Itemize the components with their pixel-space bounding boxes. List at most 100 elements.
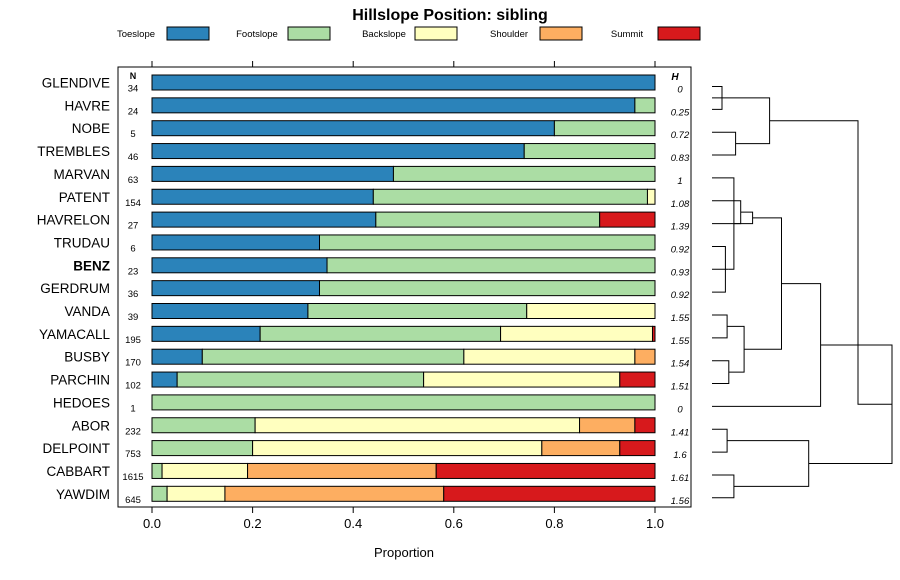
- bar-segment-footslope: [151, 462, 163, 479]
- row-n-value: 46: [128, 152, 139, 163]
- bar-segment-backslope: [463, 348, 636, 365]
- bar-segment-toeslope: [151, 348, 203, 365]
- bar-segment-summit: [634, 417, 656, 434]
- row-label: YAWDIM: [56, 487, 110, 502]
- bar-segment-summit: [619, 440, 656, 457]
- bar-segment-toeslope: [151, 74, 656, 91]
- bar-segment-backslope: [423, 371, 621, 388]
- row-n-value: 753: [125, 449, 141, 460]
- row-label: CABBART: [46, 464, 110, 479]
- bar-segment-footslope: [151, 485, 168, 502]
- row-h-value: 1.51: [671, 382, 690, 393]
- row-label: VANDA: [64, 304, 110, 319]
- bar-segment-footslope: [176, 371, 425, 388]
- row-label: BUSBY: [64, 350, 110, 365]
- bar-segment-summit: [619, 371, 656, 388]
- legend-swatch-toeslope: [166, 26, 210, 41]
- row-h-value: 1.08: [671, 199, 690, 210]
- row-label: MARVAN: [53, 167, 110, 182]
- bar-segment-footslope: [392, 165, 656, 182]
- dendrogram-link: [712, 211, 754, 225]
- dendrogram-link: [712, 200, 742, 225]
- legend-label-summit: Summit: [611, 29, 644, 40]
- row-label: GLENDIVE: [42, 76, 110, 91]
- row-h-value: 0.25: [671, 107, 690, 118]
- row-n-value: 39: [128, 312, 139, 323]
- x-tick-label: 0.4: [344, 516, 362, 531]
- bar-segment-footslope: [151, 417, 256, 434]
- row-h-value: 1: [677, 176, 682, 187]
- row-h-value: 1.6: [673, 450, 687, 461]
- bar-segment-footslope: [375, 211, 601, 228]
- dendrogram-link: [712, 474, 735, 499]
- bar-segment-backslope: [526, 303, 656, 319]
- dendrogram-link: [712, 97, 771, 145]
- bar-segment-footslope: [307, 303, 528, 319]
- bar-segment-backslope: [500, 325, 653, 342]
- dendrogram-link: [712, 360, 730, 385]
- legend-swatch-footslope: [287, 26, 331, 41]
- x-tick-label: 0.2: [244, 516, 262, 531]
- legend-swatch-shoulder: [539, 26, 583, 41]
- bar-segment-toeslope: [151, 211, 377, 228]
- dendrogram-link: [727, 325, 745, 373]
- row-h-value: 1.55: [671, 313, 690, 324]
- row-n-value: 195: [125, 335, 141, 346]
- bar-segment-footslope: [372, 188, 648, 205]
- bar-segment-backslope: [166, 485, 226, 502]
- bar-segment-toeslope: [151, 120, 555, 137]
- bar-segment-backslope: [646, 188, 656, 205]
- bar-segment-backslope: [252, 440, 543, 457]
- row-h-value: 0: [677, 404, 683, 415]
- row-label: HAVRELON: [37, 213, 110, 228]
- chart-title: Hillslope Position: sibling: [352, 7, 548, 24]
- bar-segment-toeslope: [151, 234, 320, 251]
- legend-swatch-summit: [657, 26, 701, 41]
- row-label: PARCHIN: [50, 373, 110, 388]
- bar-segment-footslope: [318, 280, 656, 297]
- bar-segment-toeslope: [151, 303, 309, 319]
- bar-segment-summit: [443, 485, 656, 502]
- bar-segment-backslope: [161, 462, 249, 479]
- bar-segment-toeslope: [151, 143, 525, 160]
- row-n-value: 27: [128, 221, 139, 232]
- bar-segment-footslope: [318, 234, 656, 251]
- row-h-value: 1.56: [671, 496, 690, 507]
- dendrogram: [712, 86, 893, 499]
- bar-segment-footslope: [523, 143, 656, 160]
- legend-label-shoulder: Shoulder: [490, 29, 528, 40]
- dendrogram-link: [712, 131, 737, 156]
- row-label: GERDRUM: [40, 281, 110, 296]
- row-h-value: 0.83: [671, 153, 690, 164]
- bar-segment-toeslope: [151, 257, 328, 274]
- row-label: YAMACALL: [39, 327, 111, 342]
- row-h-value: 1.41: [671, 427, 690, 438]
- bar-segment-toeslope: [151, 371, 178, 388]
- legend-label-backslope: Backslope: [362, 29, 406, 40]
- row-n-value: 1615: [122, 472, 143, 483]
- row-n-value: 23: [128, 266, 139, 277]
- row-label: TREMBLES: [37, 144, 110, 159]
- legend: Toeslope Footslope Backslope Shoulder Summit: [117, 26, 701, 41]
- bar-segment-shoulder: [579, 417, 636, 434]
- bar-segment-summit: [599, 211, 656, 228]
- dendrogram-link: [744, 217, 782, 350]
- legend-label-footslope: Footslope: [236, 29, 278, 40]
- top-axis-ticks: [151, 61, 656, 67]
- dendrogram-link: [712, 283, 822, 407]
- row-label: BENZ: [73, 258, 110, 273]
- bar-segment-toeslope: [151, 325, 261, 342]
- row-n-value: 154: [125, 198, 141, 209]
- x-tick-label: 1.0: [646, 516, 664, 531]
- dendrogram-link: [712, 314, 728, 339]
- row-h-value: 0.72: [671, 130, 690, 141]
- x-tick-label: 0.0: [143, 516, 161, 531]
- row-n-value: 5: [130, 129, 135, 140]
- row-n-value: 645: [125, 495, 141, 506]
- row-n-value: 34: [128, 84, 139, 95]
- row-n-value: 36: [128, 289, 139, 300]
- bar-segment-toeslope: [151, 188, 374, 205]
- bar-segment-summit: [651, 325, 656, 342]
- bar-segment-shoulder: [541, 440, 621, 457]
